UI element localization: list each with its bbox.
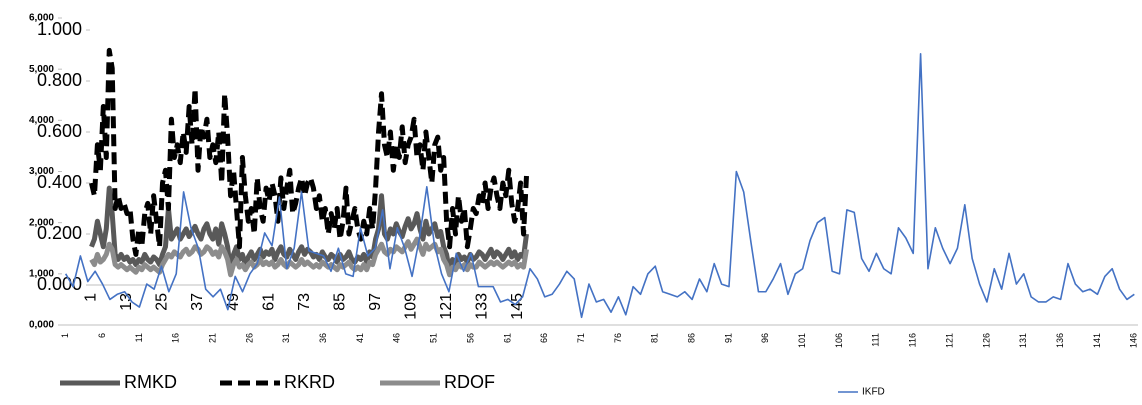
- x-tick-label: 136: [1055, 333, 1065, 348]
- x-tick-label: 36: [318, 333, 328, 343]
- x-tick-label: 145: [509, 293, 526, 320]
- x-tick-label: 86: [686, 333, 696, 343]
- x-tick-label: 131: [1018, 333, 1028, 348]
- x-tick-label: 56: [465, 333, 475, 343]
- x-tick-label: 121: [438, 293, 455, 320]
- x-tick-label: 41: [355, 333, 365, 343]
- x-tick-label: 46: [392, 333, 402, 343]
- y-tick-label: 4,000: [29, 115, 54, 126]
- x-tick-label: 109: [402, 293, 419, 320]
- x-tick-label: 106: [834, 333, 844, 348]
- x-tick-label: 111: [871, 333, 881, 347]
- y-tick-label: 5,000: [29, 64, 54, 75]
- x-tick-label: 66: [539, 333, 549, 343]
- y-tick-label: 6,000: [29, 13, 54, 24]
- x-tick-label: 37: [189, 293, 206, 311]
- x-tick-label: 51: [429, 333, 439, 343]
- x-tick-label: 11: [134, 333, 144, 342]
- x-tick-label: 97: [367, 293, 384, 311]
- x-tick-label: 101: [797, 333, 807, 348]
- x-tick-label: 13: [118, 293, 135, 311]
- y-tick-label: 0,000: [29, 320, 54, 331]
- y-tick-label: 0.800: [37, 70, 82, 90]
- series-line: [64, 53, 1135, 319]
- x-tick-label: 91: [723, 333, 733, 343]
- y-tick-label: 0.400: [37, 172, 82, 192]
- y-tick-label: 0.600: [37, 121, 82, 141]
- x-tick-label: 61: [260, 293, 277, 311]
- legend-label: IKFD: [862, 387, 885, 398]
- y-tick-label: 1.000: [37, 19, 82, 39]
- y-tick-label: 3,000: [29, 166, 54, 177]
- x-tick-label: 61: [502, 333, 512, 343]
- y-tick-label: 2,000: [29, 217, 54, 228]
- x-tick-label: 126: [981, 333, 991, 348]
- x-tick-label: 81: [650, 333, 660, 343]
- x-tick-label: 141: [1092, 333, 1102, 348]
- x-tick-label: 133: [473, 293, 490, 320]
- x-tick-label: 6: [97, 333, 107, 338]
- x-tick-label: 26: [244, 333, 254, 343]
- x-tick-label: 1: [60, 333, 70, 338]
- x-tick-label: 16: [171, 333, 181, 343]
- legend-label: RMKD: [124, 372, 177, 392]
- x-tick-label: 21: [207, 333, 217, 343]
- x-tick-label: 146: [1129, 333, 1139, 348]
- x-tick-label: 25: [154, 293, 171, 311]
- x-tick-label: 121: [944, 333, 954, 348]
- legend-label: RDOF: [444, 372, 495, 392]
- x-tick-label: 71: [576, 333, 586, 343]
- series-line: [89, 47, 530, 257]
- x-tick-label: 31: [281, 333, 291, 343]
- x-tick-label: 1: [83, 293, 100, 302]
- x-tick-label: 85: [331, 293, 348, 311]
- y-tick-label: 0.200: [37, 223, 82, 243]
- x-tick-label: 73: [296, 293, 313, 311]
- y-tick-label: 1,000: [29, 268, 54, 279]
- x-tick-label: 116: [908, 333, 918, 347]
- y-tick-label: 0.000: [37, 274, 82, 294]
- x-tick-label: 96: [760, 333, 770, 343]
- legend-label: RKRD: [284, 372, 335, 392]
- x-tick-label: 76: [613, 333, 623, 343]
